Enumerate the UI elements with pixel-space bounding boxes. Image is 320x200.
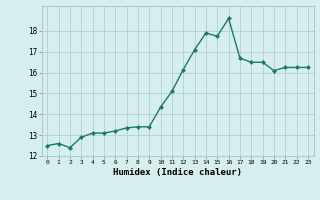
X-axis label: Humidex (Indice chaleur): Humidex (Indice chaleur) bbox=[113, 168, 242, 177]
